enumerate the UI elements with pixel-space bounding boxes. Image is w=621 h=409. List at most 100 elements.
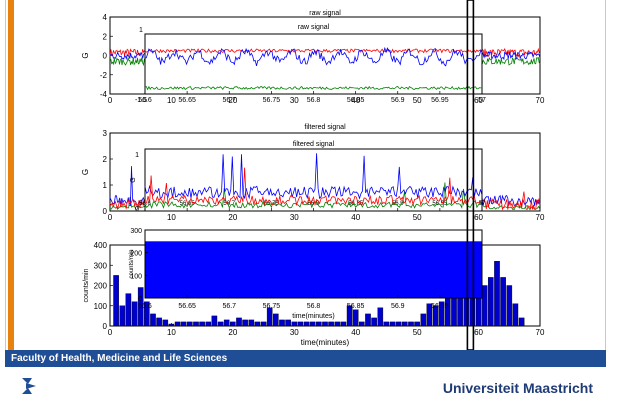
raw-signal-axes-ytick-label: -4 (100, 90, 108, 99)
filtered-signal-axes-ytick-label: 1 (103, 181, 108, 190)
counts-bar (174, 321, 181, 327)
counts-axes-ytick-label: 400 (94, 241, 108, 250)
counts-bar (193, 321, 199, 327)
raw-signal-axes-xtick-label: 30 (290, 96, 299, 105)
counts-axes-xtick-label: 40 (351, 328, 360, 337)
counts-bar (266, 307, 273, 327)
counts-bar (125, 293, 132, 327)
raw-inset-axes-xtick-label: 57 (478, 97, 486, 104)
counts-inset-axes-xtick-label: 56.6 (138, 303, 152, 310)
counts-ylabel: counts/min (83, 268, 90, 302)
counts-bar (156, 317, 162, 327)
raw-signal-axes-xtick-label: 50 (413, 96, 422, 105)
raw-inset-series-1 (144, 46, 483, 67)
raw-inset-axes-xtick-label: 56.95 (431, 97, 449, 104)
counts-bar (328, 321, 334, 327)
filtered-inset-series-2 (144, 182, 483, 210)
counts-inset-axes-xtick-label: 56.75 (263, 303, 281, 310)
counts-bar (131, 301, 138, 327)
counts-bar (340, 321, 347, 327)
raw-signal-title: raw signal (309, 10, 341, 17)
counts-axes-xtick-label: 10 (167, 328, 176, 337)
counts-inset-axes-xtick-label: 56.65 (178, 303, 196, 310)
counts-bar (303, 321, 310, 327)
counts-bar (199, 321, 205, 327)
filtered-inset-series-1 (144, 153, 483, 200)
raw-inset-title: raw signal (298, 24, 330, 31)
counts-inset-axes-xtick-label: 56.8 (307, 303, 321, 310)
raw-inset-axes-xtick-label: 56.9 (391, 97, 405, 104)
counts-axes-xtick-label: 50 (413, 328, 422, 337)
accent-bar (8, 0, 14, 350)
raw-inset-series-0 (144, 48, 483, 54)
counts-bar (316, 321, 322, 327)
counts-bar (426, 303, 433, 327)
counts-bar (408, 321, 414, 327)
counts-inset-axes-xtick-label: 56.95 (431, 303, 449, 310)
counts-axes-xtick-label: 30 (290, 328, 299, 337)
counts-bar (512, 303, 519, 327)
counts-axes-xtick-label: 0 (108, 328, 113, 337)
counts-bar (248, 319, 255, 327)
filtered-inset-ytick-label: 0 (135, 206, 139, 213)
counts-bar (494, 261, 500, 327)
counts-bar (383, 321, 390, 327)
filtered-inset-title: filtered signal (293, 141, 335, 148)
filtered-signal-axes-xtick-label: 10 (167, 213, 176, 222)
faculty-banner: Faculty of Health, Medicine and Life Sci… (5, 350, 606, 367)
filtered-signal-axes-xtick-label: 40 (351, 213, 360, 222)
raw-inset-axes-xtick-label: 56.6 (138, 97, 152, 104)
counts-bar (309, 321, 316, 327)
counts-inset-axes-ytick-label: 100 (130, 273, 142, 280)
filtered-inset-background (144, 148, 483, 212)
filtered-inset-axes-xtick-label: 56.85 (348, 201, 364, 207)
counts-bar (168, 323, 175, 327)
counts-bar (205, 321, 212, 327)
slide-frame-right (605, 0, 606, 350)
faculty-name: Faculty of Health, Medicine and Life Sci… (11, 353, 228, 364)
counts-bar (279, 319, 285, 327)
counts-bar (334, 321, 341, 327)
counts-bar (229, 321, 236, 327)
counts-bar (260, 321, 267, 327)
counts-bar (518, 317, 525, 327)
raw-inset-axes-xtick-label: 56.7 (222, 97, 236, 104)
counts-inset-axes-xtick-label: 56.85 (347, 303, 365, 310)
counts-bar (211, 315, 218, 327)
counts-bar (186, 321, 193, 327)
counts-bar (438, 301, 445, 327)
raw-signal-axes-xtick-label: 40 (351, 96, 360, 105)
counts-bar (322, 321, 328, 327)
raw-signal-axes-ytick-label: 4 (103, 13, 108, 22)
counts-bar (500, 277, 506, 327)
raw-inset-axes-xtick-label: 56.85 (347, 97, 365, 104)
counts-inset-axes-ytick-label: 0 (138, 296, 142, 303)
counts-bar (395, 321, 402, 327)
counts-bar (285, 319, 291, 327)
counts-bar (359, 321, 365, 327)
counts-axes-xtick-label: 20 (228, 328, 237, 337)
counts-bar (162, 319, 169, 327)
counts-bar (236, 317, 242, 327)
counts-bar (297, 321, 304, 327)
raw-signal-axes-ytick-label: 2 (103, 32, 108, 41)
raw-signal-axes-xtick-label: 10 (167, 96, 176, 105)
raw-inset-axes-xtick-label: 56.8 (307, 97, 321, 104)
counts-bar (223, 319, 230, 327)
raw-inset-axes-xtick-label: 56.65 (178, 97, 196, 104)
counts-bar (481, 285, 488, 327)
counts-bar (365, 313, 371, 327)
raw-inset-series-2 (144, 85, 482, 91)
counts-axes-ytick-label: 300 (94, 261, 108, 270)
counts-bar (143, 301, 150, 327)
raw-signal-axes-xtick-label: 0 (108, 96, 113, 105)
counts-bar (217, 321, 224, 327)
counts-bar (180, 321, 187, 327)
counts-axes-ytick-label: 100 (94, 302, 108, 311)
counts-bar (242, 319, 248, 327)
counts-inset-axes-ytick-label: 200 (130, 251, 142, 258)
counts-inset-axes-xtick-label: 56.7 (222, 303, 236, 310)
counts-bar (150, 313, 156, 327)
